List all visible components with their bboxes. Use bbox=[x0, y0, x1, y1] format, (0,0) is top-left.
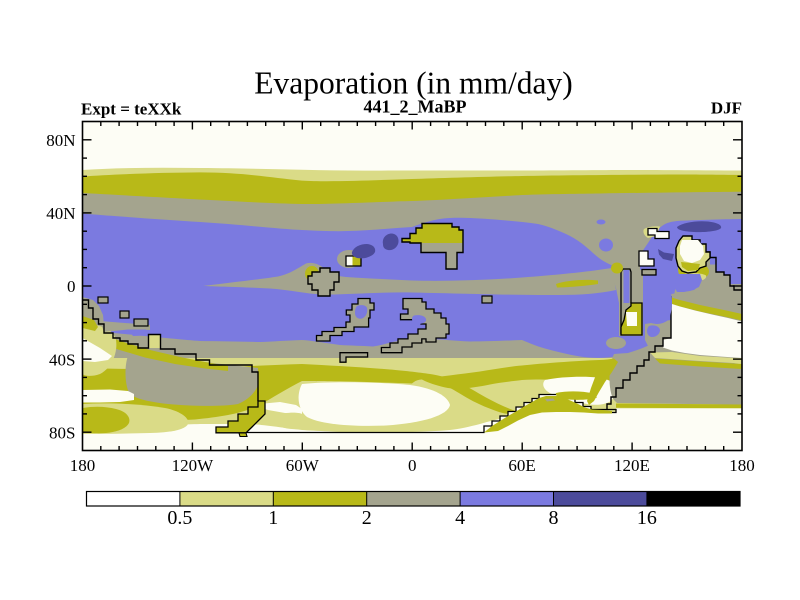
svg-text:Expt = teXXk: Expt = teXXk bbox=[81, 100, 182, 119]
svg-text:16: 16 bbox=[637, 507, 657, 529]
svg-text:1: 1 bbox=[268, 507, 278, 529]
svg-text:40N: 40N bbox=[46, 204, 75, 223]
svg-text:180: 180 bbox=[70, 456, 96, 475]
svg-text:60W: 60W bbox=[286, 456, 320, 475]
svg-text:80N: 80N bbox=[46, 131, 75, 150]
svg-text:DJF: DJF bbox=[711, 99, 742, 118]
svg-text:40S: 40S bbox=[49, 350, 75, 369]
svg-text:0.5: 0.5 bbox=[167, 507, 192, 529]
svg-text:0: 0 bbox=[67, 277, 76, 296]
svg-text:0: 0 bbox=[408, 456, 417, 475]
svg-text:8: 8 bbox=[549, 507, 559, 529]
svg-text:4: 4 bbox=[455, 507, 465, 529]
svg-text:441_2_MaBP: 441_2_MaBP bbox=[364, 97, 467, 117]
svg-text:120W: 120W bbox=[172, 456, 215, 475]
svg-text:2: 2 bbox=[362, 507, 372, 529]
svg-text:80S: 80S bbox=[49, 423, 75, 442]
svg-text:120E: 120E bbox=[614, 456, 650, 475]
svg-text:60E: 60E bbox=[508, 456, 535, 475]
svg-text:180: 180 bbox=[729, 456, 755, 475]
svg-text:Evaporation (in mm/day): Evaporation (in mm/day) bbox=[254, 66, 572, 101]
